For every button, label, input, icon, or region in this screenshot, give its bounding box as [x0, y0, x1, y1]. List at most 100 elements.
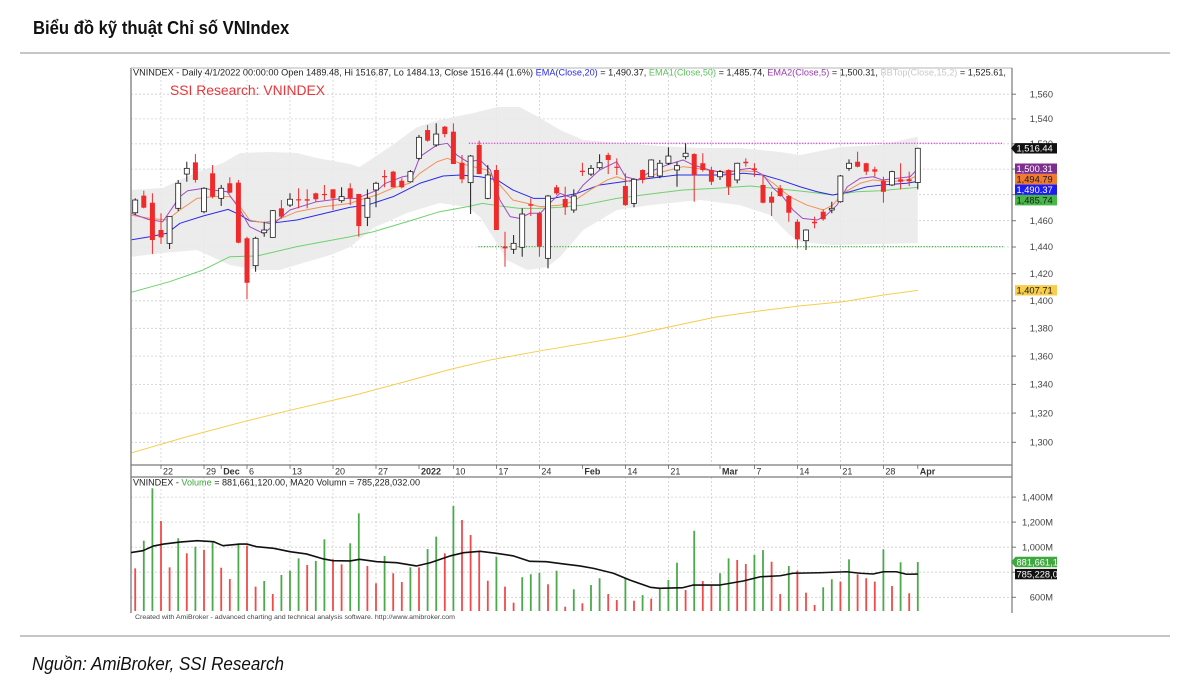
volume-bar	[504, 586, 506, 611]
candle-down	[493, 165, 499, 230]
candle-body	[321, 193, 327, 196]
volume-bar	[443, 553, 446, 611]
candle-body	[141, 195, 147, 208]
date-label: 2022	[421, 467, 441, 477]
date-label: 14	[799, 467, 809, 477]
price-legend-part: EMA2(Close,5)	[767, 68, 829, 78]
candle-body	[269, 210, 276, 238]
price-legend-part: EMA1(Close,50)	[649, 68, 716, 78]
page-title: Biểu đồ kỹ thuật Chỉ số VNIndex	[33, 17, 290, 38]
volume-bar	[572, 589, 575, 611]
candle-body	[906, 179, 912, 182]
volume-bar	[228, 579, 231, 611]
volume-bar	[332, 559, 334, 611]
candle-down	[743, 158, 749, 167]
volume-bar	[306, 564, 309, 611]
volume-bar	[693, 530, 696, 611]
value-tag-box	[1015, 285, 1057, 296]
price-axis-label: 1,340	[1030, 380, 1053, 390]
volume-bar	[246, 545, 248, 611]
date-label: 13	[292, 467, 302, 477]
volume-bar	[203, 549, 205, 611]
value-tag-box	[1015, 163, 1057, 174]
volume-bar	[873, 581, 876, 611]
volume-bar	[461, 519, 463, 611]
volume-bar	[779, 594, 782, 611]
candle-body	[803, 229, 809, 242]
candle-body	[726, 169, 732, 187]
volume-bar	[220, 567, 223, 611]
volume-bar	[891, 586, 893, 611]
candle-body	[570, 195, 577, 211]
candle-down	[700, 153, 706, 172]
candle-body	[149, 202, 155, 241]
volume-bar	[658, 588, 661, 611]
candle-down	[450, 123, 456, 165]
volume-bar	[486, 580, 489, 611]
candle-body	[743, 161, 749, 164]
candle-up	[734, 162, 741, 184]
date-axis: 22 29 Dec 6 13 20 27 2022 10 17 24 Feb 14 21 Mar 7 14 21 2…	[160, 465, 936, 477]
candle-up	[261, 221, 268, 237]
candle-body	[390, 171, 396, 188]
candle-up	[484, 165, 491, 200]
candle-body	[296, 199, 302, 201]
candle-body	[846, 162, 852, 169]
volume-bar	[452, 505, 455, 611]
value-tag: 1,485.74	[1015, 195, 1057, 206]
candle-body	[872, 169, 878, 172]
volume-bar	[839, 581, 842, 611]
candle-up	[631, 178, 637, 208]
volume-bar	[340, 564, 343, 611]
volume-legend-part: = 881,661,120.00, MA20 Volumn = 785,228,…	[212, 478, 420, 488]
candle-up	[467, 155, 474, 215]
volume-bar	[392, 573, 395, 611]
candle-down	[691, 153, 697, 202]
candle-body	[914, 147, 921, 183]
value-tag-arrow	[1011, 143, 1057, 154]
candle-down	[726, 169, 732, 195]
candle-up	[166, 216, 173, 250]
volume-bar	[813, 604, 816, 611]
candle-body	[252, 237, 259, 267]
title-divider	[20, 52, 1170, 54]
candle-body	[218, 187, 225, 199]
candle-down	[382, 169, 388, 188]
candle-body	[261, 229, 268, 234]
volume-bar	[142, 540, 145, 611]
candle-up	[665, 147, 672, 166]
candle-body	[235, 182, 241, 243]
candle-down	[786, 194, 792, 222]
candle-up	[837, 174, 844, 203]
candle-body	[313, 193, 319, 200]
volume-bar	[865, 578, 868, 611]
volume-bar	[607, 594, 610, 611]
candle-body	[656, 162, 663, 177]
volume-bar	[366, 565, 369, 611]
candle-body	[244, 238, 250, 283]
value-tag-label: 881,661,120	[1017, 557, 1069, 567]
candle-body	[665, 155, 672, 164]
candle-body	[364, 197, 371, 218]
value-tag: 1,494.79	[1015, 174, 1057, 185]
candle-body	[330, 189, 336, 199]
volume-bar	[615, 600, 618, 611]
volume-axis-label: 1,000M	[1022, 542, 1053, 552]
candle-down	[528, 198, 534, 216]
candle-up	[588, 165, 594, 176]
candle-down	[614, 158, 620, 175]
candle-body	[554, 187, 560, 194]
price-axis-label: 1,360	[1030, 351, 1053, 361]
price-legend-part: EMA(Close,20)	[536, 68, 598, 78]
candle-up	[416, 135, 422, 160]
volume-bar	[822, 587, 825, 611]
volume-bar	[908, 593, 911, 611]
source-note: Nguồn: AmiBroker, SSI Research	[32, 653, 284, 674]
candle-up	[674, 161, 680, 187]
volume-bar	[882, 549, 885, 611]
candle-up	[596, 154, 603, 170]
volume-bar	[848, 559, 850, 611]
candle-body	[484, 174, 491, 199]
volume-bar	[762, 550, 764, 611]
price-axis-label: 1,380	[1030, 324, 1053, 334]
